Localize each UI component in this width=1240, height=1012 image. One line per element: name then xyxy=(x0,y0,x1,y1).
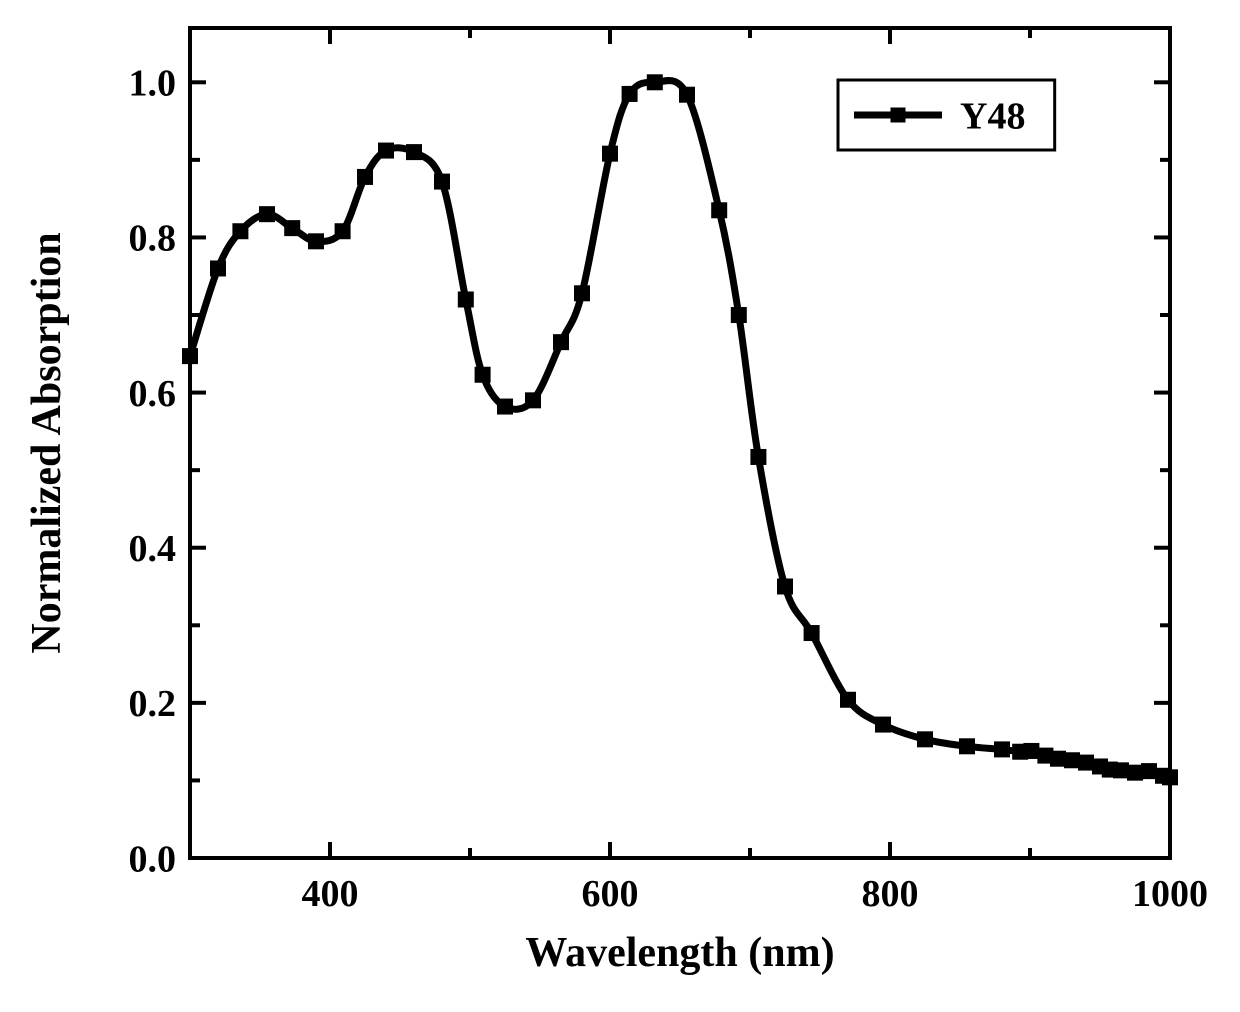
x-axis-label-svg: Wavelength (nm) xyxy=(525,930,834,976)
series-marker xyxy=(1051,751,1066,766)
series-marker xyxy=(335,224,350,239)
x-tick-label: 600 xyxy=(582,873,639,915)
series-marker xyxy=(526,393,541,408)
x-tick-label: 800 xyxy=(862,873,919,915)
y-tick-label: 1.0 xyxy=(129,63,177,105)
series-marker xyxy=(575,286,590,301)
series-marker xyxy=(554,335,569,350)
series-marker xyxy=(1114,763,1129,778)
series-marker xyxy=(458,292,473,307)
series-marker xyxy=(1142,764,1157,779)
series-marker xyxy=(260,207,275,222)
series-marker xyxy=(680,87,695,102)
y-tick-label: 0.6 xyxy=(129,373,177,415)
series-marker xyxy=(233,224,248,239)
series-marker xyxy=(1024,743,1039,758)
series-marker xyxy=(358,169,373,184)
series-marker xyxy=(731,308,746,323)
y-tick-label: 0.0 xyxy=(129,838,177,880)
series-marker xyxy=(712,203,727,218)
x-tick-label: 1000 xyxy=(1132,873,1208,915)
series-marker xyxy=(918,732,933,747)
series-marker xyxy=(995,742,1010,757)
y-tick-label: 0.8 xyxy=(129,218,177,260)
legend-label-svg: Y48 xyxy=(960,95,1025,137)
series-marker xyxy=(379,143,394,158)
series-marker xyxy=(435,174,450,189)
series-marker xyxy=(647,75,662,90)
absorption-chart: 400 600 800 1000 0.0 0.2 0.4 0.6 0.8 1.0 Wavelengt… xyxy=(0,0,1240,1012)
series-marker xyxy=(876,717,891,732)
series-marker xyxy=(475,367,490,382)
series-marker xyxy=(407,145,422,160)
series-marker xyxy=(498,399,513,414)
series-marker xyxy=(1065,753,1080,768)
series-marker xyxy=(960,739,975,754)
y-tick-label: 0.4 xyxy=(129,528,177,570)
series-marker xyxy=(1079,755,1094,770)
series-marker xyxy=(751,449,766,464)
series-marker xyxy=(285,221,300,236)
series-marker xyxy=(603,146,618,161)
x-tick-label: 400 xyxy=(302,873,359,915)
series-marker xyxy=(1163,770,1178,785)
y-tick-label: 0.2 xyxy=(129,683,177,725)
series-marker xyxy=(841,692,856,707)
series-marker xyxy=(309,234,324,249)
series-marker xyxy=(1128,765,1143,780)
series-marker xyxy=(804,626,819,641)
series-marker xyxy=(622,86,637,101)
series-marker xyxy=(211,261,226,276)
y-axis-label-svg: Normalized Absorption xyxy=(24,232,70,653)
series-marker xyxy=(183,349,198,364)
series-marker xyxy=(778,579,793,594)
